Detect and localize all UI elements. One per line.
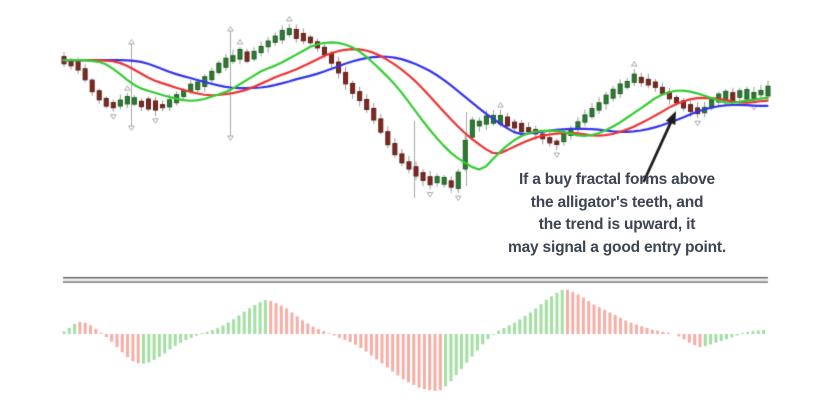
annotation-text: If a buy fractal forms above the alligat… — [497, 169, 737, 259]
annotation-line-3: the trend is upward, it — [538, 216, 696, 233]
annotation-line-2: the alligator's teeth, and — [530, 193, 704, 211]
annotation-line-1: If a buy fractal forms above — [519, 171, 715, 188]
annotation-line-4: may signal a good entry point. — [508, 238, 726, 256]
